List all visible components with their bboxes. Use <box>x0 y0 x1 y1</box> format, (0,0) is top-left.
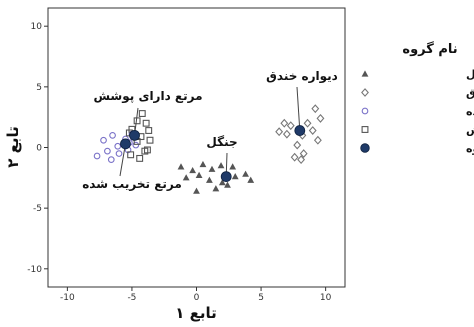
point-series-0 <box>182 174 190 181</box>
point-series-0 <box>217 162 225 169</box>
point-series-2 <box>104 147 111 155</box>
point-series-0 <box>208 165 216 172</box>
x-tick-label: 0 <box>194 293 200 303</box>
group-centroid <box>220 171 232 183</box>
legend-marker <box>361 107 369 115</box>
y-tick-label: 10 <box>31 22 43 32</box>
x-tick-label: -5 <box>127 293 136 303</box>
x-axis-title: تابع ۱ <box>175 304 217 322</box>
point-series-0 <box>206 176 213 183</box>
point-series-1 <box>299 149 308 158</box>
point-series-0 <box>189 166 197 174</box>
annotation-label: مرتع تخریب شده <box>82 177 182 191</box>
point-series-2 <box>115 150 123 157</box>
point-series-2 <box>100 136 107 144</box>
y-tick-label: 0 <box>36 144 42 154</box>
point-series-1 <box>308 126 317 135</box>
legend-label: جنگل <box>466 68 474 81</box>
point-series-3 <box>142 119 150 127</box>
group-centroid <box>294 125 306 136</box>
point-series-3 <box>145 127 153 134</box>
point-series-1 <box>297 155 306 165</box>
point-series-2 <box>109 132 116 139</box>
legend-marker <box>361 70 369 77</box>
point-series-0 <box>218 179 226 186</box>
plot-area-frame <box>47 7 346 288</box>
point-series-0 <box>231 173 239 180</box>
point-series-0 <box>212 185 220 192</box>
axis-ticks: -10 -5 0 5 10 -10 -5 0 5 10 <box>27 22 331 303</box>
x-tick-label: 5 <box>258 293 264 303</box>
point-series-1 <box>316 113 325 123</box>
data-points <box>93 104 325 194</box>
point-series-1 <box>293 140 302 150</box>
point-series-1 <box>313 135 322 145</box>
legend-label: مرتع دارای پوشش <box>466 124 474 137</box>
point-series-1 <box>286 121 295 131</box>
point-series-2 <box>107 156 115 163</box>
y-tick-label: -5 <box>33 204 42 214</box>
annotation-label: مرتع دارای پوشش <box>93 89 202 104</box>
point-series-0 <box>229 163 237 170</box>
x-tick-label: 10 <box>320 293 332 303</box>
annotation-leader-line <box>296 86 301 131</box>
annotation-label: دیواره خندق <box>266 69 338 84</box>
annotations: مرتع دارای پوشش مرتع تخریب شده جنگل دیواره … <box>82 69 338 191</box>
point-series-3 <box>136 154 144 162</box>
group-centroid <box>129 129 140 141</box>
legend-marker <box>361 88 369 97</box>
point-series-2 <box>93 152 101 160</box>
legend: نام گروه جنگل دیواره خندق مرتع تخریب شده مر… <box>360 41 474 155</box>
point-series-0 <box>247 176 255 183</box>
y-axis-title: تابع ۲ <box>4 126 22 168</box>
point-series-3 <box>138 110 146 117</box>
point-series-0 <box>242 170 249 177</box>
legend-label: دیواره خندق <box>466 87 474 100</box>
point-series-1 <box>290 152 299 162</box>
point-series-1 <box>311 104 320 114</box>
y-tick-label: 5 <box>36 83 42 93</box>
point-series-0 <box>195 171 203 178</box>
point-series-1 <box>275 127 284 137</box>
annotation-leader-line <box>119 143 126 177</box>
legend-label: مرتع تخریب شده <box>466 105 474 118</box>
legend-label: مرکز گروه <box>466 142 474 155</box>
point-series-0 <box>199 160 207 168</box>
legend-marker <box>360 143 370 153</box>
point-series-3 <box>127 151 135 159</box>
annotation-label: جنگل <box>206 135 237 149</box>
x-tick-label: -10 <box>60 293 75 303</box>
group-centroid <box>120 138 131 150</box>
point-series-3 <box>146 136 154 144</box>
point-series-1 <box>280 118 289 128</box>
point-series-0 <box>193 187 200 194</box>
point-series-1 <box>282 129 291 139</box>
point-series-2 <box>114 142 122 150</box>
point-series-0 <box>177 163 185 170</box>
point-series-3 <box>143 146 151 154</box>
point-series-0 <box>224 181 231 188</box>
legend-title: نام گروه <box>402 41 457 57</box>
point-series-2 <box>132 141 140 149</box>
legend-marker <box>361 126 369 133</box>
point-series-1 <box>303 118 312 128</box>
y-tick-label: -10 <box>27 265 42 275</box>
